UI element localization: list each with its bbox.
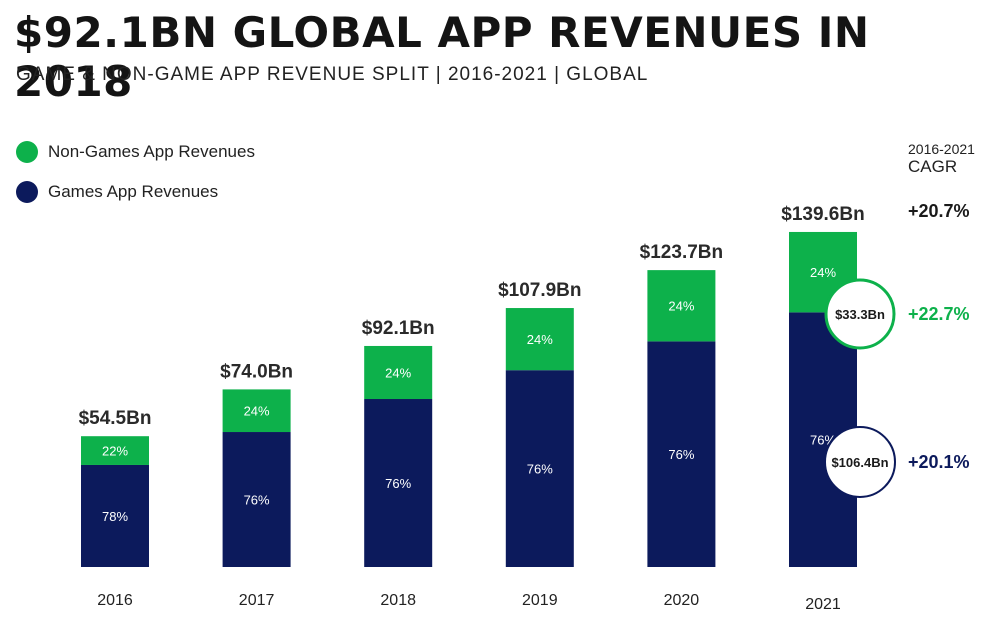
legend-label-non-games: Non-Games App Revenues: [48, 142, 255, 161]
cagr-heading-label: CAGR: [908, 157, 958, 176]
label-total-2021: $139.6Bn: [781, 204, 864, 225]
label-non-games-share-2016: 22%: [102, 444, 128, 459]
label-total-2016: $54.5Bn: [79, 408, 152, 429]
callout-circle-non-games-2021: [824, 278, 896, 350]
label-total-2019: $107.9Bn: [498, 280, 581, 301]
legend-item-games: Games App Revenues: [16, 180, 255, 204]
legend: Non-Games App Revenues Games App Revenue…: [16, 140, 255, 220]
label-games-share-2016: 78%: [102, 509, 128, 524]
callout-circle-games-2021: [824, 425, 896, 498]
label-total-2017: $74.0Bn: [220, 361, 293, 382]
callout-label-games-2021: $106.4Bn: [831, 455, 888, 470]
bar-games-2016: [81, 464, 149, 567]
bar-non-games-2016: [81, 436, 149, 465]
label-total-2018: $92.1Bn: [362, 318, 435, 339]
bar-non-games-2017: [222, 389, 291, 433]
label-non-games-share-2018: 24%: [385, 365, 411, 380]
bar-games-2017: [222, 432, 291, 567]
label-games-share-2020: 76%: [668, 447, 694, 462]
cagr-heading-period: 2016-2021: [908, 141, 975, 157]
legend-swatch-non-games: [16, 141, 38, 163]
label-non-games-share-2017: 24%: [244, 404, 270, 419]
bar-games-2019: [505, 370, 574, 567]
label-total-2020: $123.7Bn: [640, 242, 723, 263]
cagr-total: +20.7%: [908, 201, 970, 221]
cagr-non-games: +22.7%: [908, 304, 970, 324]
callout-label-non-games-2021: $33.3Bn: [835, 307, 885, 322]
chart-subtitle: GAME & NON-GAME APP REVENUE SPLIT | 2016…: [16, 64, 649, 85]
label-games-share-2019: 76%: [527, 462, 553, 477]
bar-non-games-2020: [647, 270, 716, 342]
label-games-share-2017: 76%: [244, 493, 270, 508]
bar-non-games-2018: [364, 345, 433, 400]
x-tick-2021: 2021: [805, 596, 841, 613]
cagr-games: +20.1%: [908, 452, 970, 472]
legend-swatch-games: [16, 181, 38, 203]
legend-label-games: Games App Revenues: [48, 182, 219, 201]
x-tick-2018: 2018: [380, 592, 416, 609]
cagr-heading: 2016-2021 CAGR: [908, 140, 975, 176]
bar-games-2018: [364, 399, 433, 567]
bar-non-games-2019: [505, 308, 574, 371]
label-games-share-2018: 76%: [385, 476, 411, 491]
legend-item-non-games: Non-Games App Revenues: [16, 140, 255, 164]
label-non-games-share-2021: 24%: [810, 265, 836, 280]
x-tick-2019: 2019: [522, 592, 558, 609]
label-non-games-share-2019: 24%: [527, 332, 553, 347]
label-non-games-share-2020: 24%: [668, 299, 694, 314]
x-tick-2020: 2020: [664, 592, 700, 609]
chart-title: $92.1BN GLOBAL APP REVENUES IN 2018: [14, 8, 870, 106]
x-tick-2016: 2016: [97, 592, 133, 609]
x-tick-2017: 2017: [239, 592, 275, 609]
bar-games-2020: [647, 341, 716, 567]
